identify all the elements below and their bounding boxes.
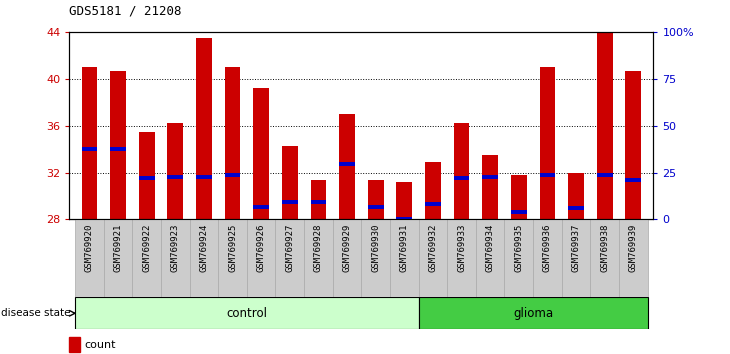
- Text: GSM769937: GSM769937: [572, 223, 580, 272]
- FancyBboxPatch shape: [275, 219, 304, 297]
- FancyBboxPatch shape: [333, 219, 361, 297]
- Text: GSM769925: GSM769925: [228, 223, 237, 272]
- FancyBboxPatch shape: [476, 219, 504, 297]
- FancyBboxPatch shape: [75, 219, 104, 297]
- Text: GSM769921: GSM769921: [114, 223, 123, 272]
- FancyBboxPatch shape: [161, 219, 190, 297]
- Text: GSM769935: GSM769935: [515, 223, 523, 272]
- Bar: [82, 67, 97, 219]
- Bar: [82, 147, 97, 151]
- Bar: [396, 217, 412, 222]
- Bar: [167, 175, 183, 179]
- Bar: [425, 162, 441, 219]
- Text: GSM769926: GSM769926: [257, 223, 266, 272]
- Text: GSM769934: GSM769934: [485, 223, 495, 272]
- Bar: [425, 202, 441, 206]
- FancyBboxPatch shape: [591, 219, 619, 297]
- Bar: [568, 206, 584, 210]
- FancyBboxPatch shape: [132, 219, 161, 297]
- Text: GSM769929: GSM769929: [342, 223, 352, 272]
- Bar: [253, 205, 269, 209]
- FancyBboxPatch shape: [304, 219, 333, 297]
- FancyBboxPatch shape: [504, 219, 533, 297]
- Bar: [339, 114, 355, 219]
- FancyBboxPatch shape: [418, 297, 648, 329]
- Text: control: control: [226, 307, 267, 320]
- FancyBboxPatch shape: [619, 219, 648, 297]
- Text: GSM769923: GSM769923: [171, 223, 180, 272]
- Bar: [597, 32, 612, 219]
- Bar: [282, 145, 298, 219]
- Text: GSM769920: GSM769920: [85, 223, 94, 272]
- Bar: [69, 337, 80, 352]
- Bar: [225, 67, 240, 219]
- FancyBboxPatch shape: [390, 219, 418, 297]
- Text: GSM769924: GSM769924: [199, 223, 208, 272]
- Text: GSM769931: GSM769931: [400, 223, 409, 272]
- Text: GDS5181 / 21208: GDS5181 / 21208: [69, 5, 182, 18]
- FancyBboxPatch shape: [562, 219, 591, 297]
- Bar: [539, 67, 556, 219]
- Bar: [539, 173, 556, 177]
- Text: GSM769928: GSM769928: [314, 223, 323, 272]
- Text: glioma: glioma: [513, 307, 553, 320]
- Bar: [196, 175, 212, 179]
- Bar: [626, 70, 641, 219]
- Bar: [167, 123, 183, 219]
- FancyBboxPatch shape: [447, 219, 476, 297]
- FancyBboxPatch shape: [361, 219, 390, 297]
- Bar: [626, 178, 641, 182]
- Bar: [368, 205, 383, 209]
- FancyBboxPatch shape: [75, 297, 418, 329]
- Bar: [196, 38, 212, 219]
- Bar: [110, 70, 126, 219]
- Bar: [483, 175, 498, 179]
- Bar: [139, 176, 155, 181]
- Bar: [568, 172, 584, 219]
- Bar: [396, 182, 412, 219]
- FancyBboxPatch shape: [418, 219, 447, 297]
- FancyBboxPatch shape: [247, 219, 275, 297]
- FancyBboxPatch shape: [104, 219, 132, 297]
- Bar: [339, 162, 355, 166]
- Bar: [225, 173, 240, 177]
- Bar: [511, 175, 526, 219]
- Text: GSM769922: GSM769922: [142, 223, 151, 272]
- Bar: [453, 123, 469, 219]
- Text: GSM769933: GSM769933: [457, 223, 466, 272]
- Bar: [110, 147, 126, 151]
- Text: count: count: [84, 339, 115, 350]
- Text: disease state: disease state: [1, 308, 70, 318]
- Bar: [253, 88, 269, 219]
- Bar: [453, 176, 469, 181]
- Text: GSM769930: GSM769930: [371, 223, 380, 272]
- Bar: [282, 200, 298, 204]
- Bar: [310, 179, 326, 219]
- Bar: [597, 173, 612, 177]
- Text: GSM769927: GSM769927: [285, 223, 294, 272]
- Bar: [511, 210, 526, 215]
- Bar: [483, 155, 498, 219]
- FancyBboxPatch shape: [218, 219, 247, 297]
- Bar: [139, 132, 155, 219]
- FancyBboxPatch shape: [533, 219, 562, 297]
- Text: GSM769932: GSM769932: [429, 223, 437, 272]
- Text: GSM769938: GSM769938: [600, 223, 609, 272]
- Text: GSM769936: GSM769936: [543, 223, 552, 272]
- Text: GSM769939: GSM769939: [629, 223, 638, 272]
- Bar: [368, 179, 383, 219]
- Bar: [310, 200, 326, 204]
- FancyBboxPatch shape: [190, 219, 218, 297]
